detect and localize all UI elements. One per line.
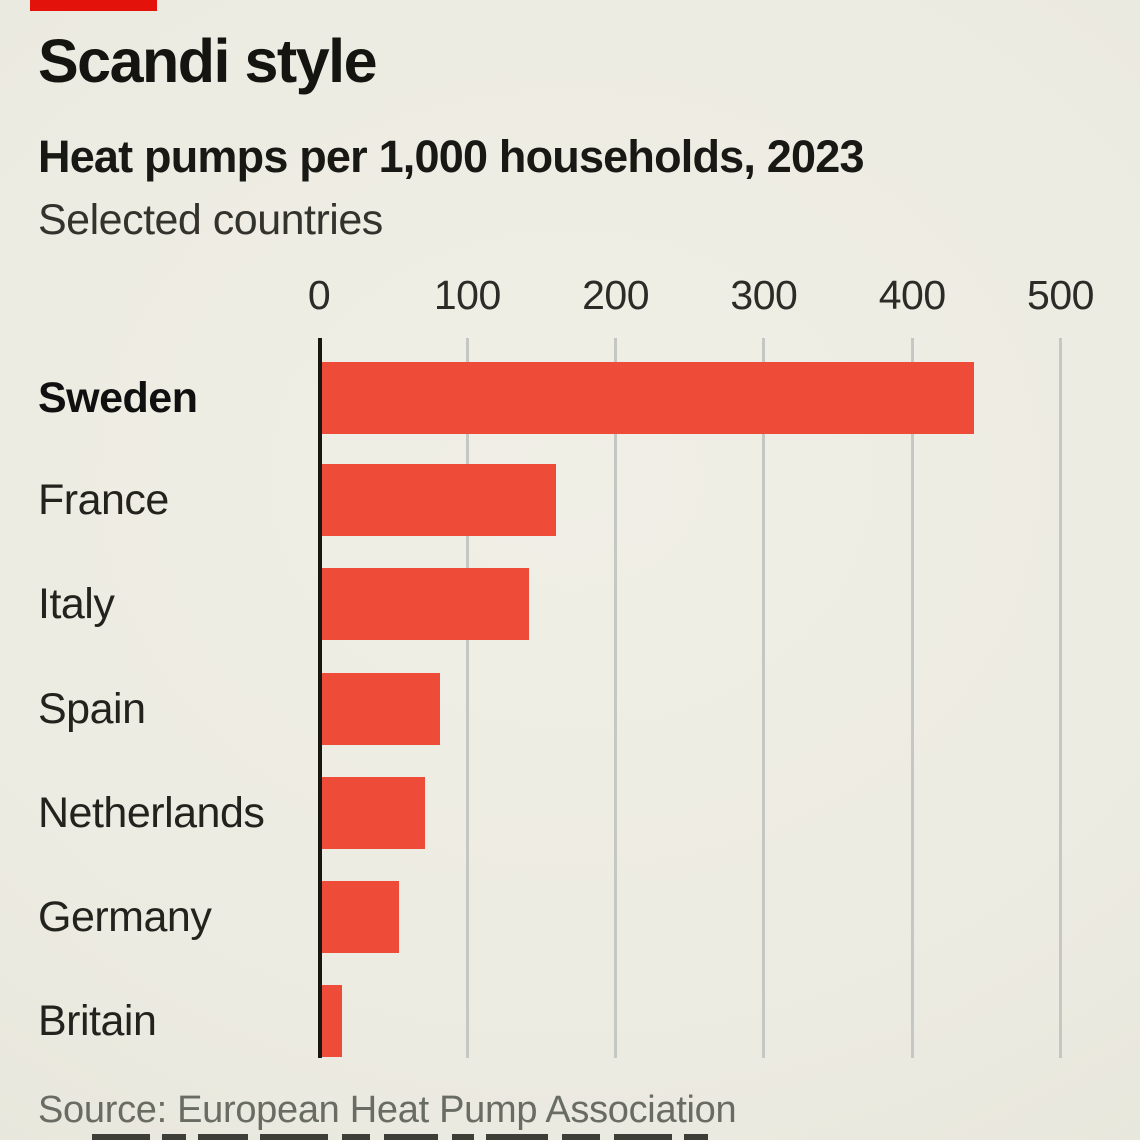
gridline-300 bbox=[762, 338, 766, 1058]
chart-note: Selected countries bbox=[38, 196, 383, 244]
bar-france bbox=[321, 464, 556, 536]
bar-sweden bbox=[321, 362, 975, 434]
category-label-spain: Spain bbox=[38, 685, 146, 733]
bottom-fragment-7 bbox=[486, 1134, 548, 1140]
bottom-fragment-1 bbox=[162, 1134, 186, 1140]
gridline-500 bbox=[1059, 338, 1062, 1058]
bottom-fragment-4 bbox=[342, 1134, 370, 1140]
bottom-fragment-10 bbox=[684, 1134, 708, 1140]
gridline-200 bbox=[614, 338, 618, 1058]
category-label-germany: Germany bbox=[38, 893, 212, 941]
bottom-fragment-0 bbox=[92, 1134, 150, 1140]
bar-netherlands bbox=[321, 777, 426, 849]
x-tick-label-500: 500 bbox=[1027, 272, 1094, 318]
category-label-france: France bbox=[38, 476, 169, 524]
chart-title: Scandi style bbox=[38, 27, 378, 95]
x-tick-label-400: 400 bbox=[878, 272, 946, 318]
gridline-100 bbox=[465, 338, 469, 1058]
x-tick-label-0: 0 bbox=[307, 272, 331, 318]
category-label-netherlands: Netherlands bbox=[38, 789, 265, 837]
category-label-italy: Italy bbox=[38, 580, 115, 628]
category-label-britain: Britain bbox=[38, 997, 157, 1045]
chart-subtitle: Heat pumps per 1,000 households, 2023 bbox=[38, 131, 865, 182]
bottom-fragment-3 bbox=[260, 1134, 328, 1140]
bar-germany bbox=[321, 881, 399, 953]
bar-italy bbox=[321, 568, 530, 640]
bottom-fragment-2 bbox=[198, 1134, 248, 1140]
bottom-fragment-9 bbox=[614, 1134, 672, 1140]
bottom-fragment-5 bbox=[384, 1134, 438, 1140]
bottom-fragment-8 bbox=[562, 1134, 600, 1140]
economist-red-tab bbox=[30, 0, 157, 11]
y-axis-baseline bbox=[317, 338, 322, 1058]
bar-spain bbox=[321, 673, 441, 745]
category-label-sweden: Sweden bbox=[38, 374, 198, 422]
x-tick-label-100: 100 bbox=[433, 272, 501, 318]
bar-britain bbox=[321, 985, 343, 1057]
source-caption: Source: European Heat Pump Association bbox=[38, 1089, 737, 1131]
x-tick-label-200: 200 bbox=[582, 272, 650, 318]
x-tick-label-300: 300 bbox=[730, 272, 798, 318]
gridline-400 bbox=[910, 338, 914, 1058]
bottom-fragment-6 bbox=[452, 1134, 474, 1140]
